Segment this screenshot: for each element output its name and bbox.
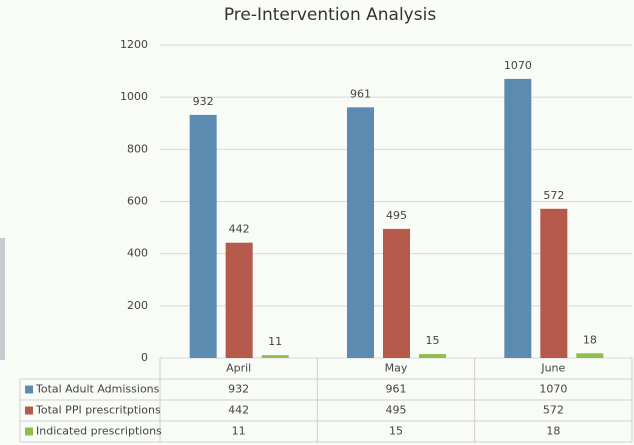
table-cell: 15 bbox=[389, 425, 403, 438]
table-cell: 18 bbox=[546, 425, 560, 438]
data-label: 11 bbox=[268, 335, 282, 348]
legend-label: Total Adult Admissions bbox=[35, 383, 160, 396]
bar bbox=[261, 355, 289, 358]
x-tick-label: April bbox=[226, 362, 251, 375]
bar bbox=[504, 78, 532, 359]
table-cell: 11 bbox=[232, 425, 246, 438]
y-tick-label: 1000 bbox=[120, 90, 148, 103]
bar bbox=[225, 242, 253, 358]
table-cell: 1070 bbox=[539, 383, 567, 396]
data-label: 15 bbox=[426, 334, 440, 347]
chart-title: Pre-Intervention Analysis bbox=[224, 5, 437, 25]
legend-key bbox=[25, 406, 33, 415]
y-tick-label: 1200 bbox=[120, 38, 148, 51]
data-label: 1070 bbox=[504, 59, 532, 72]
bar bbox=[383, 228, 410, 358]
table-cell: 572 bbox=[543, 404, 564, 417]
table-cell: 932 bbox=[228, 383, 249, 396]
y-tick-label: 800 bbox=[127, 142, 148, 155]
table-cell: 495 bbox=[386, 404, 407, 417]
legend-label: Indicated prescriptions bbox=[36, 425, 162, 438]
legend-key bbox=[25, 427, 33, 436]
x-tick-label: May bbox=[385, 362, 408, 375]
y-tick-label: 400 bbox=[127, 247, 148, 260]
data-label: 495 bbox=[386, 209, 407, 222]
data-label: 18 bbox=[583, 333, 597, 346]
legend-label: Total PPI prescritptions bbox=[35, 404, 161, 417]
bar bbox=[540, 208, 568, 358]
table-cell: 442 bbox=[228, 404, 249, 417]
bar bbox=[189, 114, 217, 358]
bar bbox=[419, 354, 446, 358]
legend-key bbox=[25, 385, 33, 394]
y-tick-label: 600 bbox=[127, 195, 148, 208]
side-strip bbox=[0, 238, 5, 360]
y-tick-label: 200 bbox=[127, 299, 148, 312]
data-label: 961 bbox=[350, 87, 371, 100]
table-cell: 961 bbox=[386, 383, 407, 396]
y-tick-label: 0 bbox=[141, 351, 148, 364]
bar bbox=[576, 353, 604, 358]
x-tick-label: June bbox=[540, 362, 565, 375]
bar bbox=[347, 107, 374, 358]
data-label: 442 bbox=[229, 223, 250, 236]
data-label: 932 bbox=[193, 95, 214, 108]
data-label: 572 bbox=[543, 189, 564, 202]
